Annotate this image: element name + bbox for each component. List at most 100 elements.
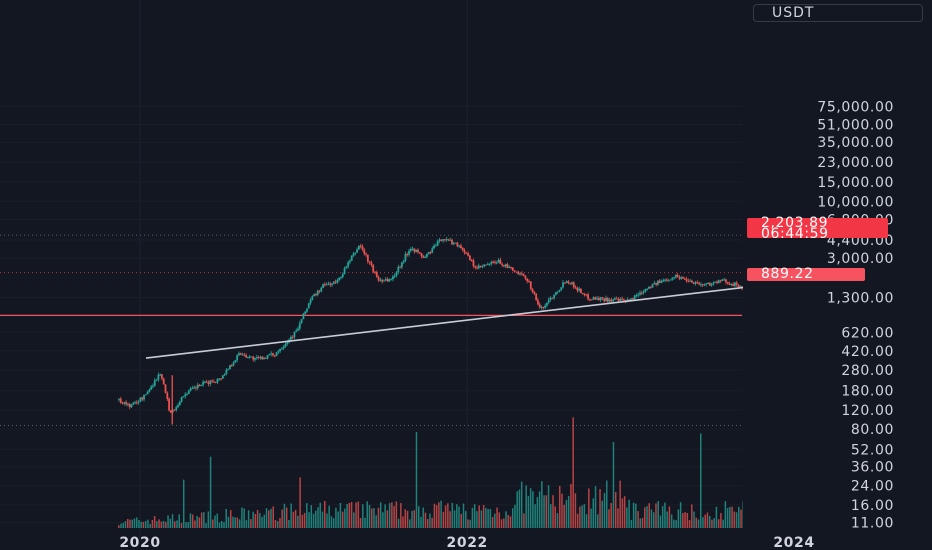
volume-bar [726, 507, 729, 528]
candle-body [696, 282, 699, 284]
candle-body [511, 267, 514, 271]
candle-body [571, 282, 573, 284]
volume-bar [644, 507, 646, 528]
volume-bar [142, 521, 145, 528]
candle-body [601, 297, 604, 299]
volume-bar [409, 519, 411, 528]
candle-body [388, 279, 391, 282]
candle-body [118, 398, 120, 400]
volume-bar [686, 512, 689, 528]
candle-body [279, 348, 282, 352]
volume-bar [319, 502, 321, 528]
y-axis-label: 75,000.00 [817, 99, 894, 115]
trendline [145, 264, 932, 359]
candle-body [289, 336, 292, 340]
candle-body [671, 278, 674, 280]
candle-body [682, 277, 684, 279]
candle-body [622, 299, 625, 301]
candle-body [739, 286, 742, 288]
volume-bar [442, 511, 445, 528]
volume-bar [200, 512, 203, 528]
candle-body [714, 281, 717, 283]
candle-body [445, 239, 448, 241]
candle-body [393, 275, 396, 277]
volume-bar [321, 511, 324, 528]
volume-bar [729, 506, 731, 528]
volume-bar [576, 513, 579, 528]
volume-bar [232, 516, 234, 528]
candle-body [300, 319, 303, 324]
candle-body [476, 267, 478, 269]
candle-body [402, 260, 405, 263]
volume-bar [122, 522, 125, 528]
candle-body [195, 387, 197, 389]
volume-bar [335, 507, 337, 528]
volume-bar [312, 513, 315, 528]
candle-body [306, 308, 308, 312]
candle-body [327, 283, 330, 285]
candle-body [173, 409, 176, 411]
volume-bar [523, 513, 525, 528]
volume-bar [487, 509, 489, 528]
candle-body [291, 336, 294, 338]
volume-bar [229, 510, 232, 528]
candle-body [318, 290, 321, 292]
candle-body [726, 282, 729, 284]
volume-bar [339, 503, 342, 528]
volume-bar [178, 514, 180, 528]
volume-bar [679, 502, 682, 528]
candle-body [408, 250, 410, 255]
candle-body [442, 239, 444, 241]
candle-body [238, 353, 240, 356]
volume-bar [171, 514, 174, 528]
candle-body [374, 271, 376, 273]
volume-bar [565, 499, 568, 528]
candle-body [657, 280, 659, 285]
candle-body [307, 303, 310, 309]
volume-bar [695, 517, 698, 528]
candle-body [660, 280, 663, 283]
candle-body [513, 270, 516, 272]
volume-bar [382, 512, 384, 528]
candle-body [717, 280, 720, 284]
candle-body [648, 286, 650, 289]
candle-body [546, 302, 548, 306]
candle-body [404, 253, 407, 261]
candle-body [461, 247, 464, 251]
volume-bar [187, 522, 189, 528]
candle-body [563, 282, 566, 284]
candle-body [368, 261, 371, 263]
candle-body [127, 403, 129, 405]
y-axis-label: 3,000.00 [827, 251, 894, 267]
candle-body [259, 356, 262, 358]
candle-body [528, 281, 530, 283]
volume-bar [527, 496, 530, 528]
candle-body [735, 282, 738, 285]
volume-bar [661, 506, 664, 528]
volume-bar [366, 501, 369, 528]
currency-selector[interactable]: USDT [753, 4, 923, 22]
volume-bar [364, 517, 366, 528]
candle-body [667, 280, 670, 282]
candle-body [329, 283, 332, 285]
volume-bar [500, 519, 503, 528]
candle-body [504, 264, 507, 267]
volume-bar [632, 502, 635, 528]
y-axis-label: 120.00 [841, 403, 894, 419]
volume-bar [536, 497, 539, 528]
candle-body [687, 280, 690, 282]
volume-bar [561, 493, 563, 528]
volume-bar [588, 488, 590, 528]
volume-bar [740, 509, 742, 528]
candle-body [707, 283, 709, 285]
candle-body [538, 304, 541, 308]
candle-body [429, 251, 432, 253]
volume-bar [326, 513, 328, 528]
volume-bar [223, 522, 225, 528]
volume-bar [449, 511, 451, 528]
candle-body [336, 279, 339, 283]
candle-body [723, 279, 726, 281]
candle-body [470, 260, 473, 262]
candle-body [581, 293, 584, 295]
candle-body [474, 266, 477, 268]
